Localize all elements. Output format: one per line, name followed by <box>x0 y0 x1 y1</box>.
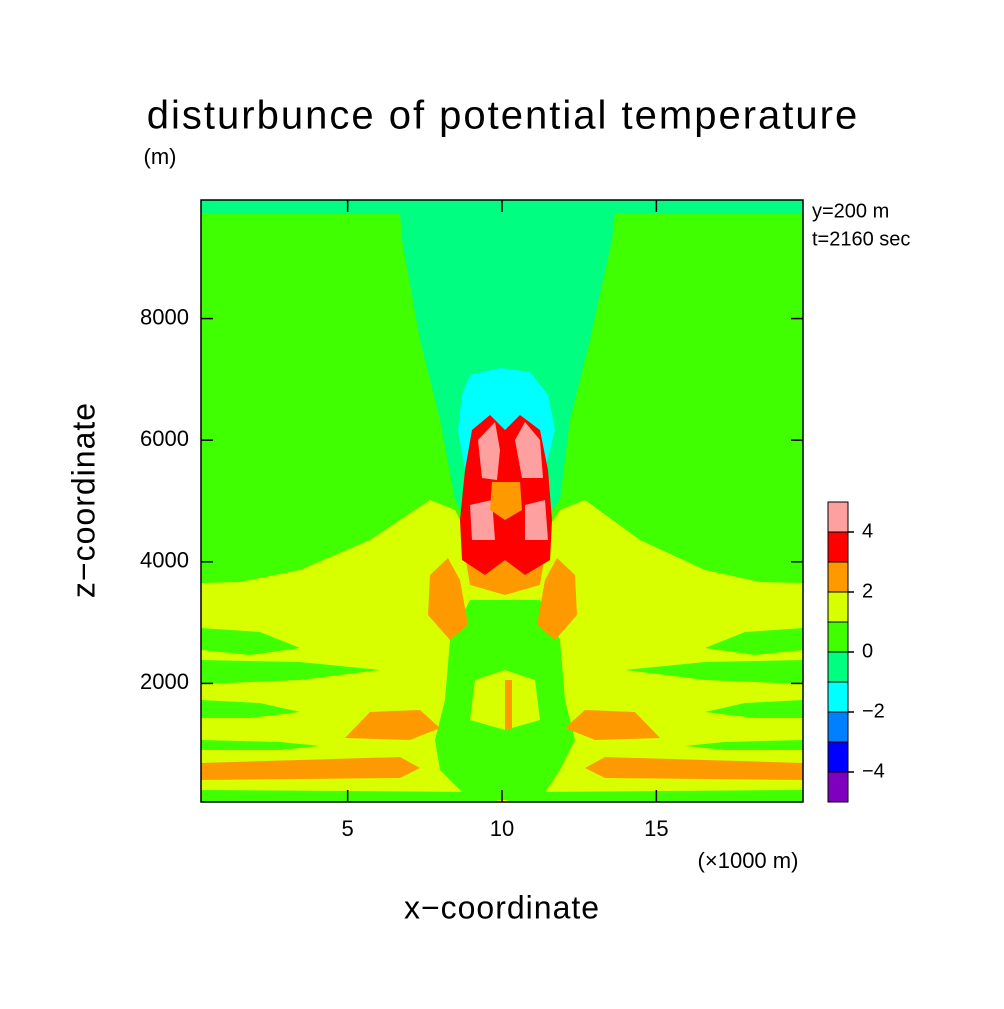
colorbar-bin <box>827 561 849 593</box>
colorbar-bin <box>827 621 849 653</box>
contour-region <box>705 628 803 655</box>
contour-region <box>345 710 440 740</box>
contour-region <box>490 482 522 520</box>
y-tick-label: 4000 <box>140 548 189 573</box>
colorbar-tick-label: 0 <box>862 640 873 662</box>
colorbar-bin <box>827 741 849 773</box>
contour-region <box>565 710 660 740</box>
colorbar: −4 −2 0 2 4 <box>827 501 885 803</box>
colorbar-bin <box>827 771 849 803</box>
colorbar-tick-label: −2 <box>862 700 885 722</box>
colorbar-bin <box>827 651 849 683</box>
annotation: y=200 m <box>812 200 889 222</box>
contour-region <box>625 660 803 684</box>
contour-region <box>505 790 803 802</box>
contour-region <box>685 740 803 750</box>
contour-region <box>201 757 420 780</box>
contour-region <box>505 680 512 730</box>
colorbar-tick-label: 4 <box>862 520 873 542</box>
contour-region <box>515 422 543 478</box>
contour-region <box>525 500 548 540</box>
colorbar-tick-label: −4 <box>862 760 885 782</box>
contour-region <box>428 558 468 640</box>
y-tick-label: 8000 <box>140 304 189 329</box>
annotation: t=2160 sec <box>812 228 910 250</box>
contour-region <box>201 740 320 750</box>
contour-region <box>537 558 577 640</box>
contour-region <box>400 213 615 520</box>
contour-region <box>201 660 380 684</box>
x-unit: (×1000 m) <box>698 848 799 873</box>
plot-area <box>200 199 804 803</box>
y-axis-label: z−coordinate <box>65 402 101 598</box>
contour-region <box>478 422 500 480</box>
contour-region <box>470 500 495 540</box>
x-axis-label: x−coordinate <box>404 889 600 925</box>
colorbar-tick-label: 2 <box>862 580 873 602</box>
colorbar-bin <box>827 681 849 713</box>
contour-region <box>201 700 300 718</box>
x-tick-label: 15 <box>644 816 668 841</box>
colorbar-bin <box>827 531 849 563</box>
contour-region <box>585 757 803 780</box>
contour-region <box>705 700 803 718</box>
colorbar-bin <box>827 501 849 533</box>
chart-title: disturbunce of potential temperature <box>147 94 859 138</box>
colorbar-bin <box>827 711 849 743</box>
y-unit: (m) <box>144 144 177 169</box>
y-tick-label: 2000 <box>140 669 189 694</box>
colorbar-bin <box>827 591 849 623</box>
x-tick-label: 5 <box>342 816 354 841</box>
y-tick-label: 6000 <box>140 426 189 451</box>
x-tick-label: 10 <box>490 816 514 841</box>
contour-region <box>201 628 300 655</box>
contour-region <box>201 790 500 802</box>
